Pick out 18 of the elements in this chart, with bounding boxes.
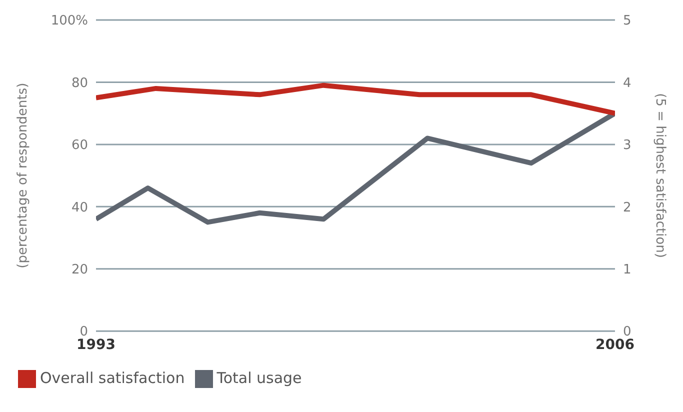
- x-tick-label: 1993: [76, 337, 116, 354]
- x-tick-label: 2006: [596, 337, 634, 354]
- y2-tick-label: 4: [623, 76, 632, 91]
- y-axis-title: (percentage of respondents): [16, 82, 31, 268]
- y-tick-label: 20: [71, 262, 88, 278]
- y-tick-label: 100%: [50, 14, 88, 29]
- y-tick-label: 60: [71, 138, 88, 154]
- y2-axis-title: (5 = highest satisfaction): [652, 93, 668, 258]
- y2-tick-label: 1: [623, 262, 632, 278]
- y-tick-label: 40: [71, 200, 88, 216]
- y-tick-label: 80: [71, 76, 88, 91]
- y2-tick-label: 3: [623, 138, 632, 154]
- y2-tick-label: 2: [623, 200, 632, 216]
- legend-label: Total usage: [216, 369, 302, 388]
- y2-tick-label: 5: [623, 14, 632, 29]
- y-tick-label: 0: [80, 324, 88, 340]
- legend-label: Overall satisfaction: [40, 369, 185, 388]
- y2-tick-label: 0: [623, 324, 632, 340]
